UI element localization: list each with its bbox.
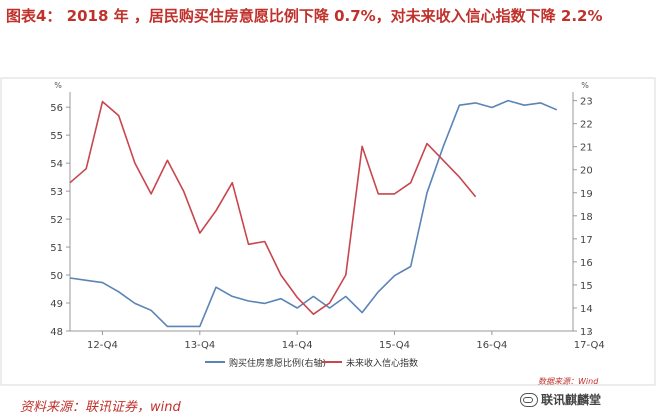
x-tick-label: 14-Q4 [282, 340, 313, 351]
right-axis-unit: % [581, 81, 589, 90]
legend-item-housing-intent: 购买住房意愿比例(右轴) [205, 357, 326, 369]
left-tick-label: 51 [50, 243, 63, 254]
left-axis-unit: % [54, 81, 62, 90]
right-axis: % 13 14 15 16 17 18 19 20 21 22 23 [572, 81, 593, 338]
right-tick-label: 15 [580, 281, 593, 292]
wechat-icon [520, 392, 538, 407]
series-line-income-confidence [69, 100, 477, 315]
watermark: 联讯麒麟堂 [520, 391, 601, 408]
left-tick-label: 48 [50, 327, 63, 338]
x-tick-label: 13-Q4 [184, 340, 215, 351]
right-tick-label: 17 [580, 235, 593, 246]
right-tick-label: 19 [580, 189, 593, 200]
x-axis: 12-Q4 13-Q4 14-Q4 15-Q4 16-Q4 17-Q4 [70, 330, 605, 351]
right-tick-label: 18 [580, 212, 593, 223]
legend: 购买住房意愿比例(右轴) 未来收入信心指数 [205, 357, 418, 369]
right-tick-label: 13 [580, 327, 593, 338]
left-tick-label: 56 [50, 103, 63, 114]
x-tick-label: 16-Q4 [476, 340, 507, 351]
right-tick-label: 21 [580, 143, 593, 154]
x-tick-label: 17-Q4 [574, 340, 605, 351]
left-axis: % 48 49 50 51 52 53 54 55 56 [50, 81, 71, 338]
right-tick-label: 16 [580, 258, 593, 269]
chart-title: 图表4： 2018 年 ，居民购买住房意愿比例下降 0.7%，对未来收入信心指数… [6, 7, 603, 25]
chart-frame [0, 77, 656, 386]
right-tick-label: 22 [580, 120, 593, 131]
source-note: 资料来源：联讯证券，wind [20, 400, 181, 415]
right-tick-label: 23 [580, 97, 593, 108]
legend-label: 购买住房意愿比例(右轴) [229, 357, 326, 369]
left-tick-label: 54 [50, 159, 63, 170]
right-tick-label: 14 [580, 304, 593, 315]
watermark-text: 联讯麒麟堂 [541, 393, 602, 407]
data-source-note: 数据来源：Wind [538, 377, 599, 386]
left-tick-label: 50 [50, 271, 63, 282]
right-tick-label: 20 [580, 166, 593, 177]
x-tick-label: 12-Q4 [87, 340, 118, 351]
legend-item-income-confidence: 未来收入信心指数 [322, 357, 418, 369]
left-tick-label: 55 [50, 131, 63, 142]
legend-label: 未来收入信心指数 [346, 357, 418, 369]
left-tick-label: 53 [50, 187, 63, 198]
series-line-housing-intent [69, 99, 558, 328]
x-tick-label: 15-Q4 [379, 340, 410, 351]
left-tick-label: 49 [50, 299, 63, 310]
left-tick-label: 52 [50, 215, 63, 226]
series-layer [69, 99, 558, 328]
